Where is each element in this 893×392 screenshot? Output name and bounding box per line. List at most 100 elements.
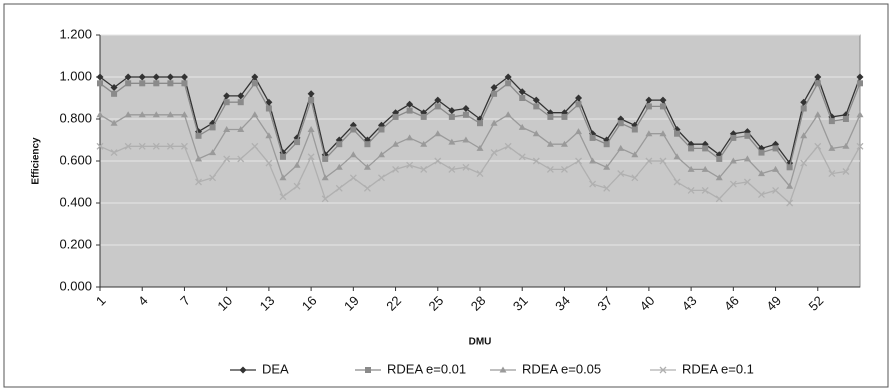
data-point [265, 98, 273, 106]
data-point [772, 165, 780, 172]
data-point [139, 80, 146, 87]
data-point [308, 97, 315, 104]
data-point [814, 80, 821, 87]
data-point [195, 132, 202, 139]
data-point [716, 155, 723, 162]
data-point [378, 126, 385, 133]
data-point [800, 98, 808, 106]
legend-marker [365, 367, 371, 373]
data-point [575, 157, 582, 165]
data-point [617, 120, 624, 127]
data-point [701, 165, 709, 172]
data-point [589, 180, 597, 188]
data-point [800, 105, 807, 112]
data-point [743, 155, 751, 162]
data-point [688, 145, 695, 152]
data-point [335, 163, 343, 170]
data-point [631, 174, 639, 182]
data-point [293, 161, 301, 168]
data-point [603, 184, 611, 192]
data-point [772, 145, 779, 152]
data-point [504, 142, 512, 150]
data-point [124, 142, 132, 150]
data-point [335, 184, 343, 192]
legend-label: RDEA e=0.01 [387, 361, 466, 376]
data-point [814, 142, 822, 150]
data-point [392, 165, 400, 173]
data-point [772, 186, 780, 194]
data-point [673, 153, 681, 160]
data-point [800, 132, 808, 139]
data-point [814, 73, 822, 81]
data-point [462, 111, 469, 118]
data-point [828, 118, 835, 125]
data-point [856, 142, 864, 150]
data-point [434, 130, 442, 137]
data-point [251, 73, 259, 81]
data-point [758, 149, 765, 156]
data-point [294, 139, 301, 146]
y-tick-label: 0.600 [59, 152, 92, 167]
data-point [560, 165, 568, 173]
data-point [293, 182, 301, 190]
data-point [406, 161, 414, 169]
data-point [519, 95, 526, 101]
data-point [533, 103, 540, 110]
data-point [462, 163, 470, 171]
data-point [279, 174, 287, 181]
data-point [532, 157, 540, 165]
data-point [153, 80, 160, 87]
data-point [743, 178, 751, 186]
data-point [434, 157, 442, 165]
data-point [729, 157, 737, 164]
data-point [420, 165, 428, 173]
data-point [856, 73, 864, 81]
data-point [448, 113, 455, 120]
data-point [744, 132, 751, 139]
x-axis-label: DMU [469, 337, 492, 348]
data-point [166, 111, 174, 118]
data-point [124, 111, 132, 118]
y-tick-label: 0.000 [59, 278, 92, 293]
data-point [546, 140, 554, 147]
data-point [392, 140, 400, 147]
data-point [477, 120, 483, 127]
data-point [223, 99, 230, 106]
data-point [842, 168, 850, 175]
data-point [265, 159, 273, 167]
legend-marker [659, 366, 667, 374]
data-point [701, 186, 709, 194]
data-point [645, 157, 653, 165]
data-point [349, 151, 357, 158]
data-point [673, 178, 681, 186]
data-point [814, 111, 822, 118]
data-point [786, 164, 793, 171]
data-point [110, 149, 118, 157]
data-point [560, 140, 568, 147]
data-point [110, 119, 118, 126]
data-point [490, 84, 498, 91]
data-point [166, 73, 174, 81]
data-point [476, 170, 484, 178]
y-tick-label: 0.800 [59, 110, 92, 125]
data-point [321, 174, 329, 181]
data-point [237, 92, 245, 100]
data-point [406, 107, 413, 114]
data-point [842, 116, 849, 122]
data-point [349, 174, 357, 182]
data-point [124, 73, 132, 81]
y-tick-label: 0.200 [59, 236, 92, 251]
data-point [786, 199, 794, 207]
data-point [659, 96, 667, 104]
data-point [687, 186, 695, 194]
y-tick-label: 1.200 [59, 26, 92, 41]
data-point [96, 142, 104, 150]
data-point [307, 90, 315, 98]
data-point [237, 99, 244, 106]
data-point [575, 94, 583, 102]
data-point [504, 73, 512, 81]
legend-label: RDEA e=0.05 [522, 361, 601, 376]
data-point [265, 132, 273, 139]
data-point [138, 111, 146, 118]
